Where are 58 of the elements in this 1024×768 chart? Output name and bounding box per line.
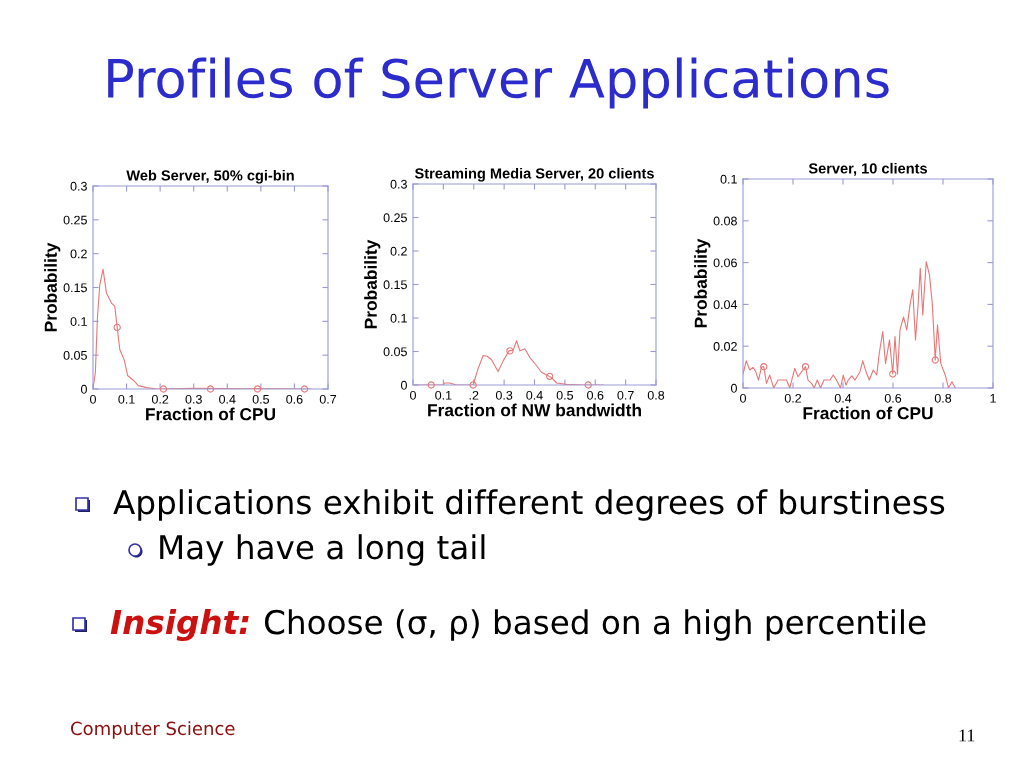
- x-axis-title: Fraction of CPU: [803, 406, 933, 420]
- x-tick-label: 0.6: [587, 390, 604, 400]
- y-tick-label: 0.3: [70, 181, 87, 191]
- x-tick-label: 0.5: [252, 394, 270, 404]
- y-tick-label: 0.1: [720, 174, 737, 184]
- y-tick-label: 0.1: [70, 317, 87, 326]
- x-tick-label: 0: [740, 393, 746, 403]
- chart-title: Web Server, 50% cgi-bin: [126, 169, 294, 184]
- text: May have a long tail: [160, 534, 485, 566]
- x-tick-label: 0.8: [934, 393, 952, 403]
- chart-title: Server, 10 clients: [808, 162, 927, 176]
- x-tick-label: 0.2: [784, 393, 802, 403]
- y-tick-label: 0.15: [63, 283, 87, 293]
- y-tick-label: 0.3: [390, 179, 407, 189]
- x-tick-label: 0: [410, 390, 416, 400]
- x-tick-label: 0.1: [118, 394, 135, 404]
- x-tick-label: .2: [469, 390, 479, 400]
- text: Insight:: [110, 609, 249, 641]
- y-axis-title: Probability: [44, 242, 61, 332]
- x-tick-label: 0.6: [286, 394, 303, 404]
- x-tick-label: 0.1: [435, 390, 452, 400]
- y-tick-label: 0.1: [390, 313, 407, 323]
- x-tick-label: 0.3: [185, 394, 202, 404]
- y-tick-label: 0.2: [390, 246, 407, 256]
- y-tick-label: 0.25: [63, 215, 87, 225]
- y-tick-label: 0.15: [383, 280, 407, 290]
- text: Computer Science: [71, 721, 235, 739]
- x-tick-label: 0.7: [319, 394, 337, 404]
- y-tick-label: 0.05: [383, 347, 407, 357]
- y-tick-label: 0.02: [713, 342, 737, 351]
- y-tick-label: 0.06: [713, 258, 737, 268]
- y-tick-label: 0.2: [70, 249, 87, 259]
- y-tick-label: 0: [400, 380, 407, 390]
- x-tick-label: 0.4: [219, 394, 236, 404]
- x-tick-label: 0.7: [617, 390, 634, 400]
- text: Profiles of Server Applications: [108, 57, 889, 109]
- x-tick-label: 0.5: [556, 390, 574, 400]
- x-tick-label: 1: [990, 394, 996, 403]
- x-tick-label: 0.2: [151, 394, 169, 404]
- y-axis-title: Probability: [364, 239, 381, 329]
- text: 11: [959, 729, 975, 742]
- x-tick-label: 0.4: [526, 390, 543, 400]
- y-tick-label: 0: [730, 383, 737, 393]
- text: Applications exhibit different degrees of burstiness: [113, 489, 945, 521]
- x-axis-title: Fraction of NW bandwidth: [428, 403, 641, 417]
- x-tick-label: 0: [90, 394, 96, 404]
- y-tick-label: 0.08: [713, 216, 737, 226]
- x-tick-label: 0.6: [884, 393, 902, 403]
- x-tick-label: 0.8: [647, 390, 665, 400]
- y-axis-title: Probability: [694, 238, 711, 328]
- x-tick-label: 0.3: [495, 390, 513, 400]
- text: Choose (σ, ρ) based on a high percentile: [264, 609, 926, 641]
- x-axis-title: Fraction of CPU: [146, 407, 276, 421]
- y-tick-label: 0.05: [63, 350, 87, 360]
- chart-title: Streaming Media Server, 20 clients: [414, 167, 654, 182]
- y-tick-label: 0.25: [383, 213, 407, 223]
- y-tick-label: 0.04: [713, 300, 738, 310]
- x-tick-label: 0.4: [834, 393, 852, 403]
